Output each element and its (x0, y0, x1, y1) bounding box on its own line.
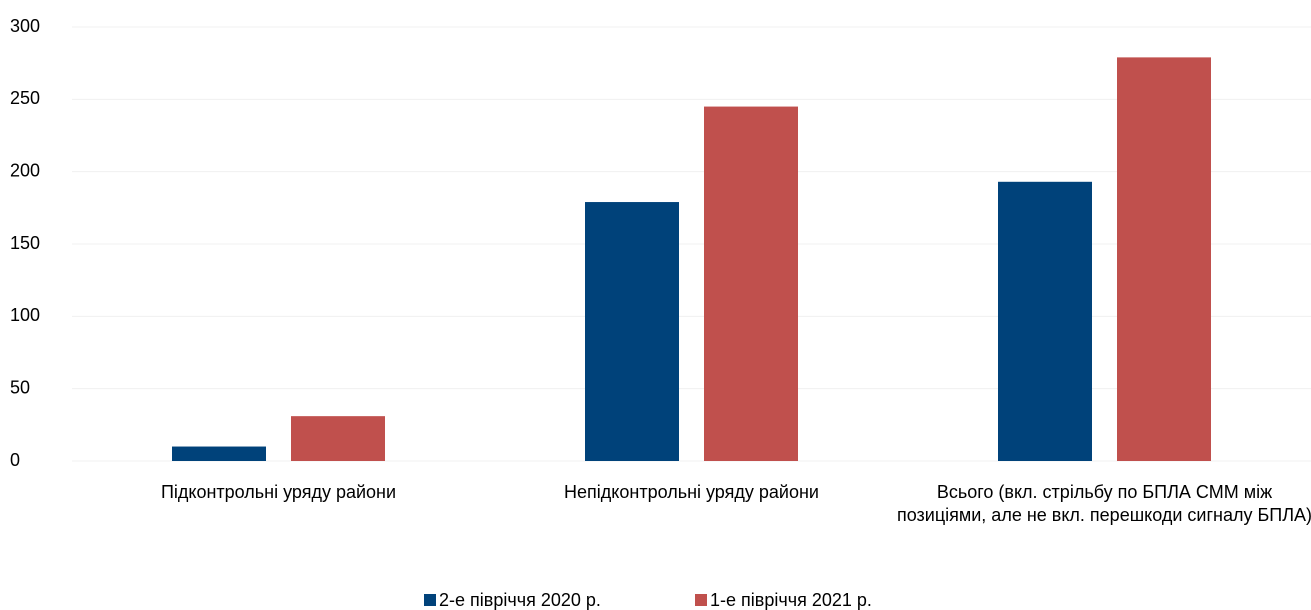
bar (704, 106, 798, 462)
legend-label: 2-е півріччя 2020 р. (439, 590, 601, 610)
y-tick-label: 150 (10, 233, 40, 253)
legend-label: 1-е півріччя 2021 р. (710, 590, 872, 610)
y-tick-label: 300 (10, 16, 40, 36)
y-tick-label: 100 (10, 305, 40, 325)
y-tick-label: 250 (10, 88, 40, 108)
bar (1117, 57, 1211, 461)
y-tick-label: 200 (10, 160, 40, 180)
bar (998, 181, 1092, 461)
y-tick-label: 50 (10, 377, 30, 397)
x-tick-label: Всього (вкл. стрільбу по БПЛА СММ між по… (896, 482, 1311, 526)
bar (291, 416, 385, 461)
legend-swatch (695, 594, 707, 606)
bar (172, 446, 266, 461)
legend-swatch (424, 594, 436, 606)
x-tick-label: Підконтрольні уряду райони (160, 482, 397, 502)
y-tick-label: 0 (10, 450, 20, 470)
bar (585, 202, 679, 461)
x-tick-label: Непідконтрольні уряду райони (564, 482, 819, 502)
